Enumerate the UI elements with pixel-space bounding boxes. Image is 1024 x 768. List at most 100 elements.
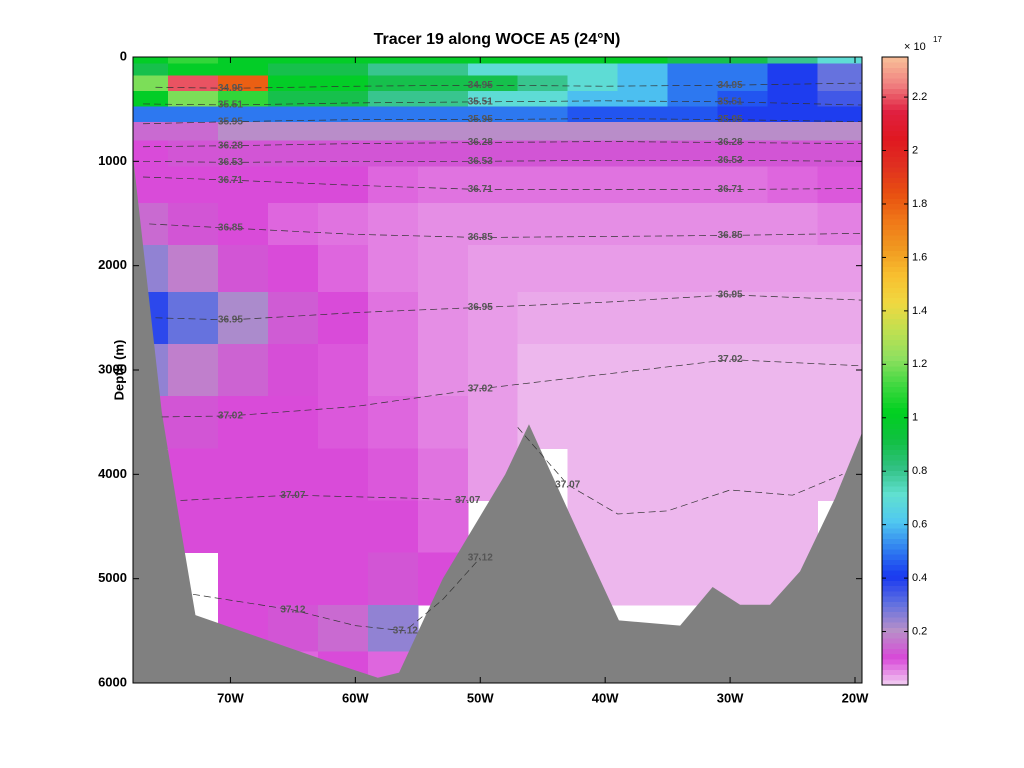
field-cell bbox=[717, 57, 769, 65]
field-cell bbox=[217, 244, 269, 293]
colorbar-swatch bbox=[882, 109, 908, 116]
field-cell bbox=[367, 448, 419, 502]
colorbar-swatch bbox=[882, 166, 908, 173]
colorbar-swatch bbox=[882, 564, 908, 571]
field-cell bbox=[167, 244, 219, 293]
field-cell bbox=[367, 90, 419, 108]
colorbar-swatch bbox=[882, 219, 908, 225]
colorbar-swatch bbox=[882, 465, 908, 471]
field-cell bbox=[467, 75, 519, 92]
contour-label: 36.85 bbox=[468, 232, 493, 243]
field-cell bbox=[267, 343, 319, 397]
colorbar-swatch bbox=[882, 344, 908, 351]
field-cell bbox=[217, 203, 269, 246]
field-cell bbox=[717, 106, 769, 123]
field-cell bbox=[367, 396, 419, 449]
colorbar-swatch bbox=[882, 104, 908, 110]
contour-label: 36.71 bbox=[468, 184, 493, 195]
colorbar-swatch bbox=[882, 135, 908, 142]
field-cell bbox=[567, 90, 619, 108]
contour-label: 36.28 bbox=[468, 137, 493, 148]
field-cell bbox=[133, 90, 169, 108]
field-cell bbox=[133, 75, 169, 92]
colorbar-swatch bbox=[882, 622, 908, 628]
colorbar-swatch bbox=[882, 287, 908, 293]
colorbar-swatch bbox=[882, 234, 908, 241]
colorbar-tick-label: 2 bbox=[912, 144, 918, 156]
colorbar-swatch bbox=[882, 182, 908, 189]
colorbar-swatch bbox=[882, 93, 908, 100]
field-cell bbox=[617, 500, 669, 554]
colorbar-swatch bbox=[882, 255, 908, 262]
field-cell bbox=[567, 75, 619, 92]
contour-label: 36.28 bbox=[218, 140, 243, 151]
field-cell bbox=[367, 500, 419, 554]
field-cell bbox=[517, 140, 569, 168]
colorbar-swatch bbox=[882, 229, 908, 236]
contour-label: 34.95 bbox=[218, 83, 243, 94]
contour-line bbox=[142, 176, 862, 190]
field-cell bbox=[317, 291, 369, 345]
field-cell bbox=[717, 90, 769, 108]
field-cell bbox=[367, 552, 419, 606]
field-cell bbox=[667, 244, 719, 293]
colorbar-swatch bbox=[882, 585, 908, 592]
field-cell bbox=[767, 140, 819, 168]
contour-line bbox=[192, 557, 481, 632]
field-cell bbox=[417, 343, 469, 397]
field-cell bbox=[317, 448, 369, 502]
colorbar-swatch bbox=[882, 674, 908, 681]
y-tick-label: 1000 bbox=[98, 153, 127, 168]
contour-line bbox=[155, 294, 862, 321]
field-cell bbox=[617, 203, 669, 246]
contour-label: 36.53 bbox=[218, 157, 243, 168]
field-cell bbox=[317, 63, 369, 76]
field-cell bbox=[717, 63, 769, 76]
field-cell bbox=[717, 343, 769, 397]
field-cell bbox=[267, 552, 319, 606]
field-cell bbox=[617, 106, 669, 123]
contour-label: 37.02 bbox=[718, 354, 743, 365]
field-cell bbox=[717, 291, 769, 345]
field-cell bbox=[417, 57, 469, 65]
field-cell bbox=[567, 291, 619, 345]
colorbar-swatch bbox=[882, 658, 908, 665]
field-cell bbox=[617, 552, 669, 606]
field-cell bbox=[667, 203, 719, 246]
colorbar-swatch bbox=[882, 151, 908, 157]
colorbar-swatch bbox=[882, 245, 908, 252]
colorbar-swatch bbox=[882, 266, 908, 273]
field-cell bbox=[267, 106, 319, 123]
field-cell bbox=[267, 90, 319, 108]
colorbar-swatch bbox=[882, 590, 908, 597]
colorbar-swatch bbox=[882, 616, 908, 623]
chart-title: Tracer 19 along WOCE A5 (24°N) bbox=[374, 31, 621, 48]
field-cell bbox=[817, 122, 862, 142]
x-tick-label: 70W bbox=[217, 690, 244, 705]
y-tick-label: 0 bbox=[120, 48, 127, 63]
contour-label: 36.95 bbox=[218, 315, 243, 326]
colorbar-swatch bbox=[882, 606, 908, 613]
field-cell bbox=[617, 140, 669, 168]
field-cell bbox=[417, 75, 469, 92]
contour-label: 36.53 bbox=[468, 156, 493, 167]
colorbar-swatch bbox=[882, 669, 908, 676]
field-cell bbox=[317, 75, 369, 92]
field-cell bbox=[567, 106, 619, 123]
colorbar-swatch bbox=[882, 208, 908, 215]
field-cell bbox=[617, 244, 669, 293]
field-cell bbox=[717, 140, 769, 168]
colorbar-swatch bbox=[882, 292, 908, 299]
field-cell bbox=[567, 122, 619, 142]
contour-label: 37.07 bbox=[280, 490, 305, 501]
colorbar-swatch bbox=[882, 559, 908, 566]
colorbar-exponent: 17 bbox=[933, 35, 942, 44]
field-cell bbox=[467, 166, 519, 204]
field-cell bbox=[417, 244, 469, 293]
field-cell bbox=[767, 448, 819, 502]
field-cell bbox=[367, 343, 419, 397]
field-cell bbox=[367, 203, 419, 246]
field-cell bbox=[417, 448, 469, 502]
field-cell bbox=[767, 500, 819, 554]
